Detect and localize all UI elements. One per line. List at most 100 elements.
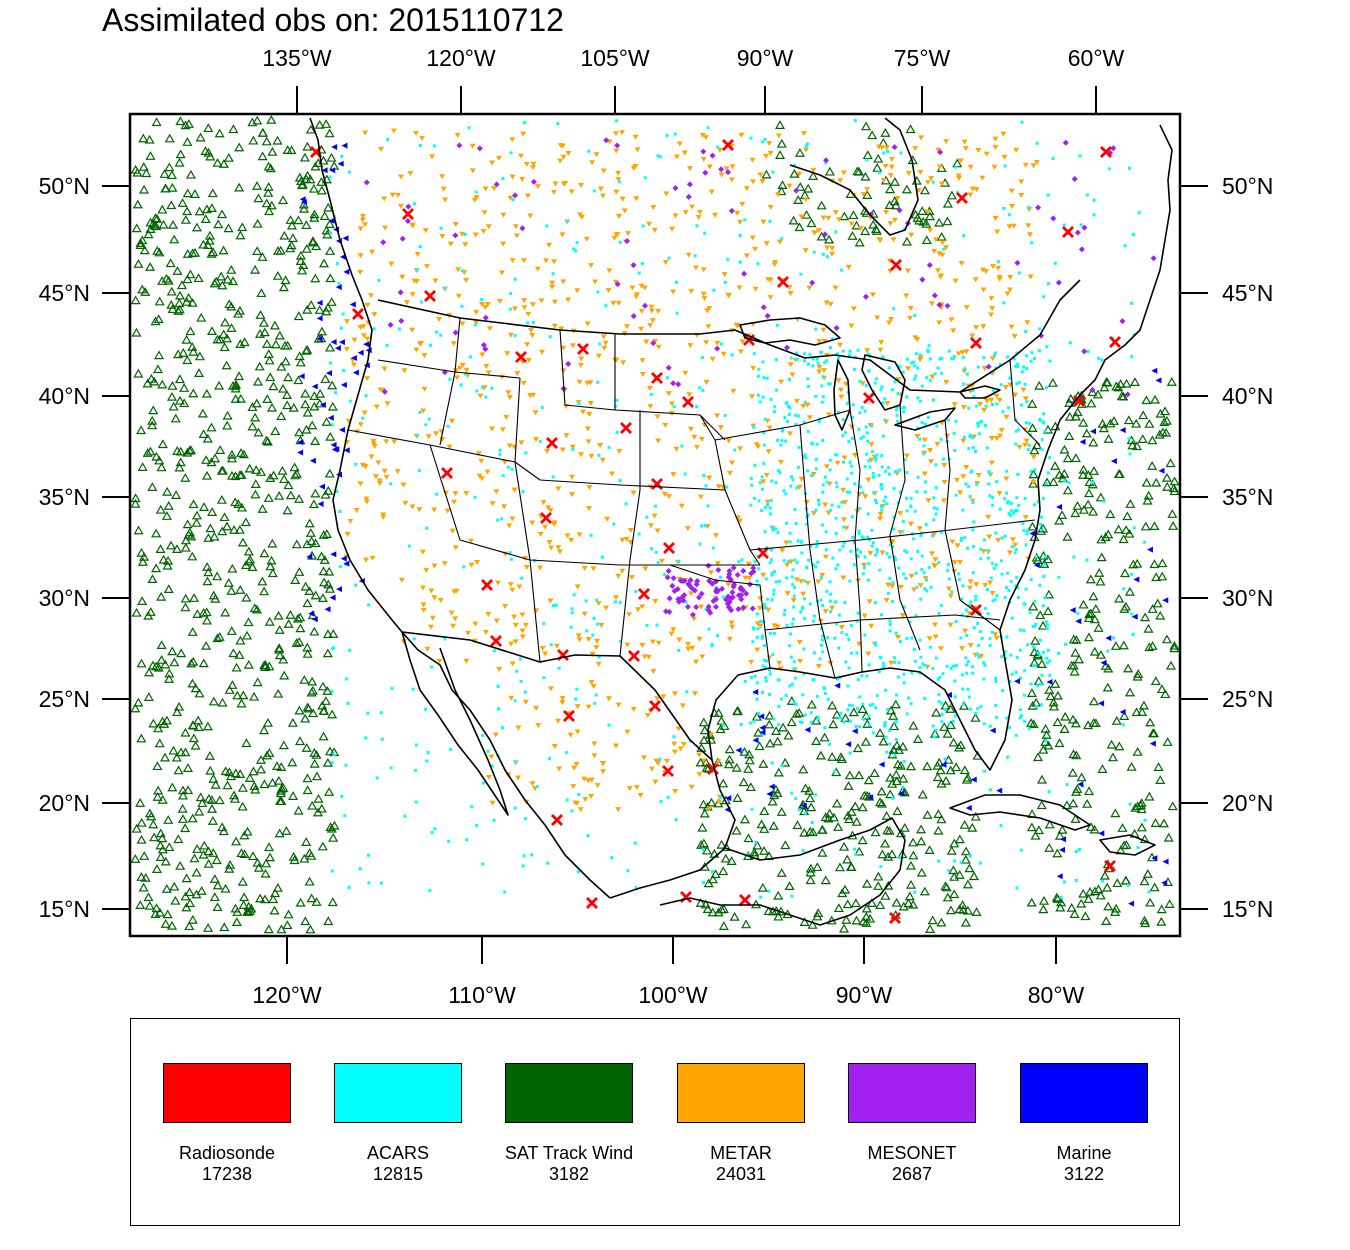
sat-wind-marker	[167, 182, 178, 192]
sat-wind-marker	[1026, 822, 1037, 832]
metar-marker	[997, 433, 1004, 439]
acars-marker	[828, 346, 832, 350]
mesonet-marker	[363, 179, 370, 186]
acars-marker	[1024, 354, 1028, 358]
acars-marker	[389, 766, 393, 770]
metar-marker	[897, 584, 904, 590]
acars-marker	[1007, 500, 1011, 504]
metar-marker	[368, 293, 375, 299]
acars-marker	[861, 491, 865, 495]
marine-marker	[759, 724, 766, 731]
sat-wind-marker	[133, 259, 144, 268]
acars-marker	[868, 465, 872, 469]
acars-marker	[821, 483, 825, 487]
sat-wind-marker	[1105, 509, 1116, 519]
acars-marker	[665, 376, 669, 380]
legend-label: METAR	[710, 1143, 772, 1163]
mesonet-marker	[1055, 279, 1062, 286]
metar-marker	[868, 457, 875, 463]
acars-marker	[853, 119, 857, 123]
sat-wind-marker	[877, 849, 888, 859]
mesonet-marker	[512, 192, 519, 199]
metar-marker	[671, 741, 678, 747]
metar-marker	[530, 161, 537, 167]
acars-marker	[425, 526, 429, 530]
acars-marker	[848, 579, 852, 583]
sat-wind-marker	[209, 874, 220, 883]
sat-wind-marker	[1036, 800, 1047, 810]
metar-marker	[500, 212, 507, 218]
metar-marker	[825, 215, 832, 221]
sat-wind-marker	[824, 166, 835, 176]
sat-wind-marker	[206, 203, 217, 213]
acars-marker	[874, 641, 878, 645]
sat-wind-marker	[731, 825, 742, 835]
sat-wind-marker	[209, 531, 220, 541]
sat-wind-marker	[207, 816, 218, 825]
metar-marker	[547, 686, 554, 692]
sat-wind-marker	[1113, 524, 1124, 534]
sat-wind-marker	[696, 840, 707, 849]
sat-wind-marker	[1150, 394, 1161, 404]
acars-marker	[335, 489, 339, 493]
sat-wind-marker	[292, 613, 303, 623]
metar-marker	[1013, 147, 1020, 153]
metar-marker	[451, 499, 458, 505]
top-lon-label: 60°W	[1068, 45, 1125, 71]
acars-marker	[721, 595, 725, 599]
metar-marker	[501, 459, 508, 465]
acars-marker	[1046, 282, 1050, 286]
acars-marker	[858, 725, 862, 729]
sat-wind-marker	[1167, 801, 1178, 811]
metar-marker	[654, 528, 661, 534]
marine-marker	[336, 586, 343, 593]
sat-wind-marker	[759, 824, 770, 833]
metar-marker	[888, 660, 895, 666]
metar-marker	[558, 326, 565, 332]
sat-wind-marker	[189, 189, 200, 198]
metar-marker	[364, 302, 371, 308]
sat-wind-marker	[310, 273, 321, 283]
metar-marker	[613, 148, 620, 154]
lake-michigan	[833, 359, 851, 431]
metar-marker	[827, 660, 834, 666]
acars-marker	[1085, 193, 1089, 197]
acars-marker	[755, 635, 759, 639]
sat-wind-marker	[741, 919, 752, 929]
acars-marker	[924, 480, 928, 484]
acars-marker	[811, 563, 815, 567]
metar-marker	[689, 204, 696, 210]
sat-wind-marker	[205, 765, 216, 775]
sat-wind-marker	[860, 171, 871, 181]
acars-marker	[484, 395, 488, 399]
metar-marker	[728, 620, 735, 626]
acars-marker	[1002, 206, 1006, 210]
sat-wind-marker	[862, 150, 873, 160]
sat-wind-marker	[264, 852, 275, 862]
metar-marker	[876, 237, 883, 243]
acars-marker	[738, 260, 742, 264]
metar-marker	[889, 583, 896, 589]
sat-wind-marker	[1068, 798, 1079, 808]
acars-marker	[822, 686, 826, 690]
metar-marker	[551, 299, 558, 305]
marine-marker	[331, 144, 338, 151]
acars-marker	[839, 712, 843, 716]
sat-wind-marker	[847, 231, 858, 240]
metar-marker	[654, 696, 661, 702]
metar-marker	[775, 192, 782, 198]
sat-wind-marker	[1166, 377, 1177, 386]
acars-marker	[934, 463, 938, 467]
acars-marker	[780, 439, 784, 443]
sat-wind-marker	[1038, 523, 1049, 533]
metar-marker	[424, 646, 431, 652]
acars-marker	[910, 636, 914, 640]
mesonet-marker	[705, 562, 712, 569]
acars-marker	[757, 367, 761, 371]
acars-marker	[871, 702, 875, 706]
acars-marker	[955, 664, 959, 668]
sat-wind-marker	[186, 658, 197, 668]
marine-marker	[349, 301, 356, 308]
sat-wind-marker	[180, 593, 191, 603]
sat-wind-marker	[264, 206, 275, 216]
